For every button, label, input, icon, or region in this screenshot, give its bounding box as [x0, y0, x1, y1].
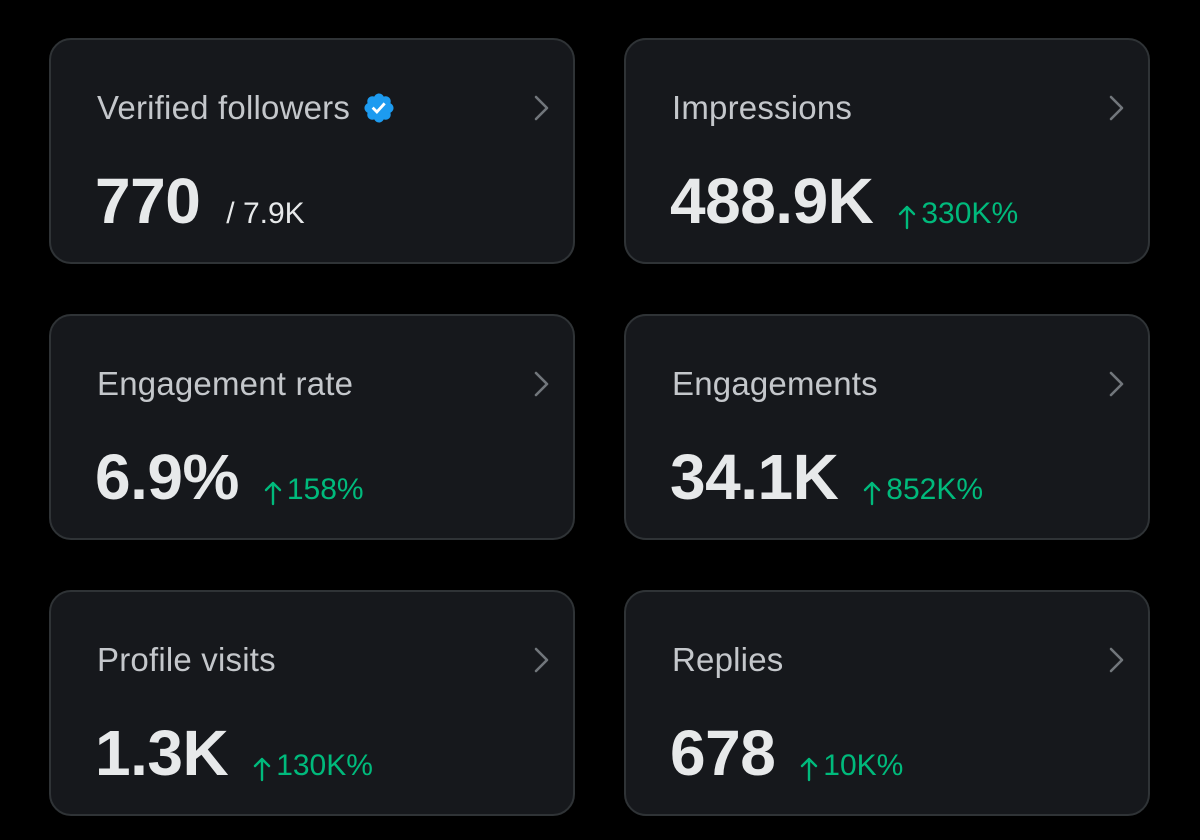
card-value-row: 488.9K 330K% [670, 164, 1018, 238]
chevron-right-icon [534, 371, 549, 397]
card-engagements[interactable]: Engagements 34.1K 852K% [624, 314, 1150, 540]
metric-value: 1.3K [95, 717, 229, 789]
metric-change: 158% [263, 473, 364, 507]
arrow-up-icon [264, 481, 282, 506]
metric-change: 330K% [897, 197, 1018, 231]
card-header: Impressions [672, 88, 852, 128]
metric-change-text: 852K% [886, 473, 984, 506]
card-value-row: 770 / 7.9K [95, 164, 305, 238]
card-label: Engagement rate [97, 365, 354, 402]
card-header: Profile visits [97, 640, 276, 680]
metric-total: / 7.9K [226, 197, 305, 230]
card-profile-visits[interactable]: Profile visits 1.3K 130K% [49, 590, 575, 816]
card-impressions[interactable]: Impressions 488.9K 330K% [624, 38, 1150, 264]
chevron-right-icon [534, 647, 549, 673]
metric-change: 852K% [862, 473, 983, 507]
metric-value: 6.9% [95, 441, 239, 513]
metric-value: 770 [95, 165, 201, 237]
card-replies[interactable]: Replies 678 10K% [624, 590, 1150, 816]
card-label: Replies [672, 641, 784, 678]
metric-change-text: 10K% [823, 749, 904, 782]
metric-change-text: 158% [286, 473, 364, 506]
metric-change-text: 130K% [276, 749, 373, 782]
card-engagement-rate[interactable]: Engagement rate 6.9% 158% [49, 314, 575, 540]
metric-value: 488.9K [670, 165, 874, 237]
card-label: Impressions [672, 89, 853, 126]
metric-change: 10K% [799, 749, 903, 783]
arrow-up-icon [253, 757, 271, 782]
chevron-right-icon [1109, 95, 1124, 121]
card-verified-followers[interactable]: Verified followers 770 / 7.9K [49, 38, 575, 264]
card-label: Verified followers [97, 89, 351, 126]
card-header: Engagement rate [97, 364, 353, 404]
metric-value: 34.1K [670, 441, 839, 513]
card-label: Profile visits [97, 641, 276, 678]
chevron-right-icon [1109, 371, 1124, 397]
card-value-row: 678 10K% [670, 716, 903, 790]
card-value-row: 34.1K 852K% [670, 440, 983, 514]
card-value-row: 1.3K 130K% [95, 716, 373, 790]
card-header: Replies [672, 640, 783, 680]
arrow-up-icon [899, 205, 916, 230]
card-label: Engagements [672, 365, 878, 402]
card-header: Verified followers [97, 88, 396, 128]
metric-value: 678 [670, 717, 776, 789]
card-header: Engagements [672, 364, 878, 404]
arrow-up-icon [864, 481, 881, 506]
arrow-up-icon [801, 757, 818, 782]
metric-change-text: 330K% [921, 197, 1019, 230]
metric-change: 130K% [252, 749, 373, 783]
chevron-right-icon [1109, 647, 1124, 673]
chevron-right-icon [534, 95, 549, 121]
verified-badge-icon [364, 93, 394, 123]
card-value-row: 6.9% 158% [95, 440, 364, 514]
